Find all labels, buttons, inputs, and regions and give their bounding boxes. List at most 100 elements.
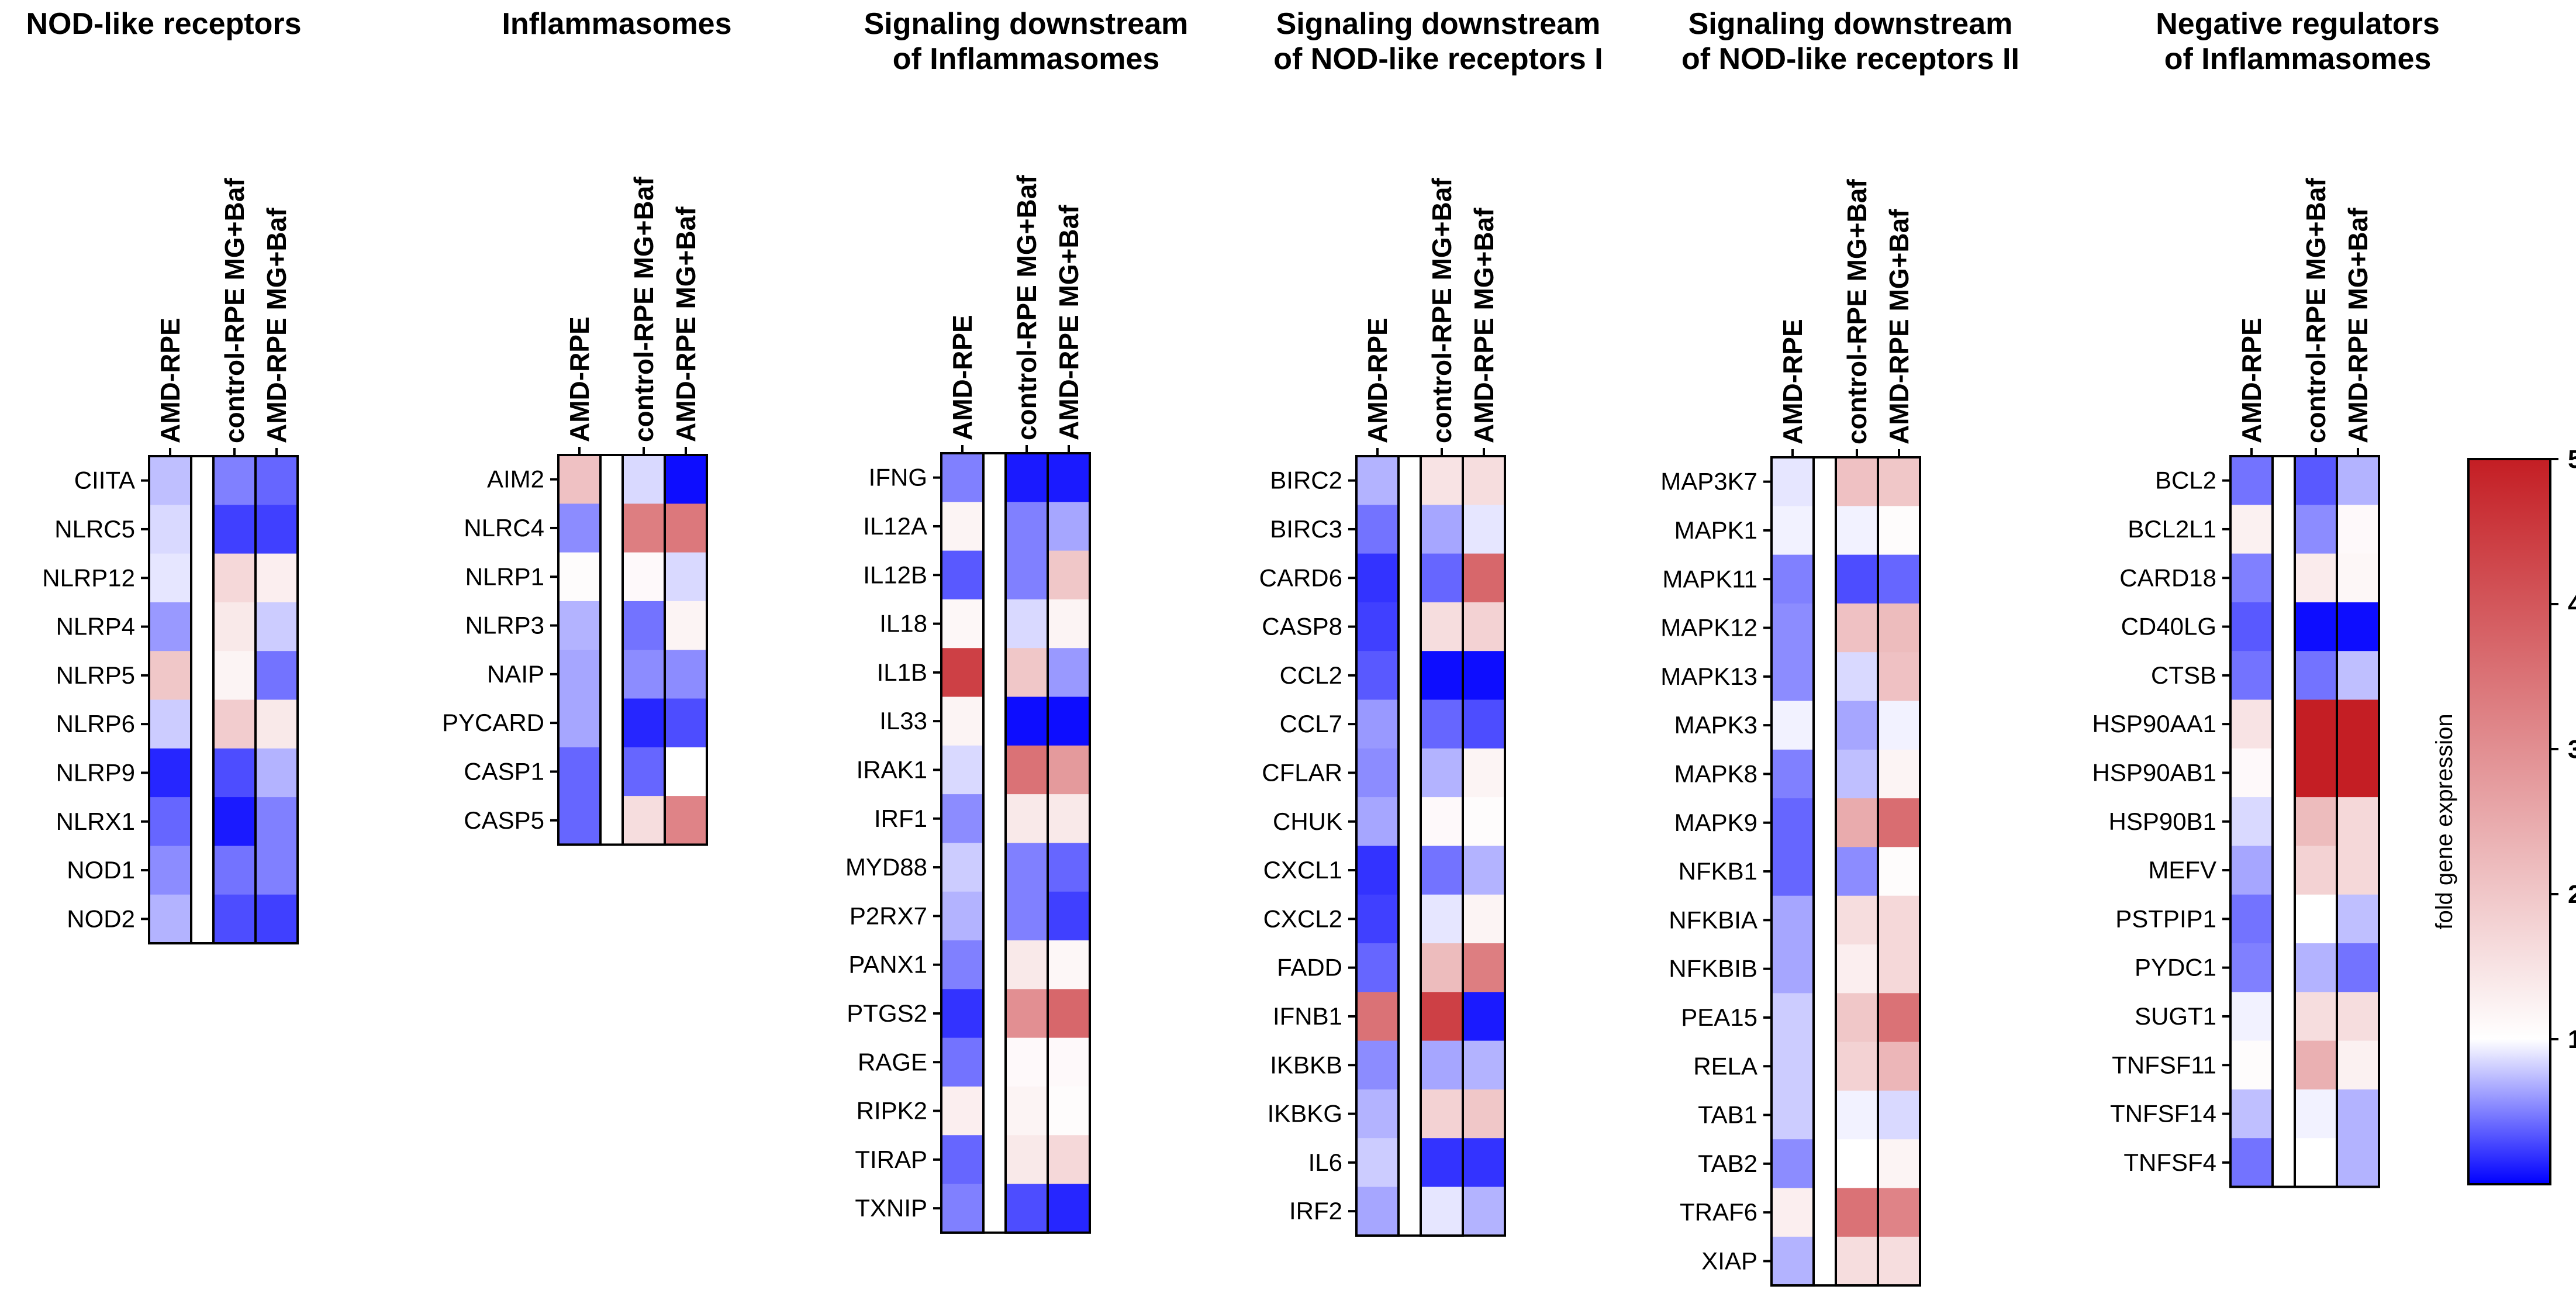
row-label-tnfsf4: TNFSF4 [2123,1149,2216,1176]
heatmap-cell-il1b-amd-rpe-mg-baf [1048,648,1090,698]
row-label-nlrp12: NLRP12 [42,564,135,591]
column-label-amd-rpe: AMD-RPE [947,315,978,440]
heatmap-cell-nfkbia-amd-rpe-mg-baf [1878,895,1921,945]
column-label-control-rpe-mg-baf: control-RPE MG+Baf [2301,178,2331,443]
heatmap-cell-birc3-control-rpe-mg-baf [1421,505,1463,554]
column-label-amd-rpe-mg-baf: AMD-RPE MG+Baf [1469,208,1499,443]
panel-title: Negative regulators [2156,7,2440,41]
heatmap-cell-irf2-amd-rpe-mg-baf [1463,1187,1505,1236]
heatmap-cell-bcl2-amd-rpe-mg-baf [2337,456,2380,505]
heatmap-cell-ifng-amd-rpe [941,453,984,502]
heatmap-cell-hsp90ab1-amd-rpe [2230,748,2273,798]
heatmap-cell-nlrp3-amd-rpe-mg-baf [665,601,707,650]
heatmap-cell-il33-amd-rpe [941,697,984,746]
heatmap-cell-ikbkb-amd-rpe-mg-baf [1463,1040,1505,1090]
row-label-nlrp5: NLRP5 [56,661,135,689]
column-label-control-rpe-mg-baf: control-RPE MG+Baf [219,178,250,443]
heatmap-cell-naip-amd-rpe [558,650,601,699]
heatmap-cell-nlrp1-amd-rpe-mg-baf [665,552,707,602]
row-label-mapk3: MAPK3 [1674,711,1757,739]
row-label-ikbkb: IKBKB [1270,1051,1342,1078]
colorbar-tick-label: 1 [2568,1025,2576,1054]
heatmap-cell-il1b-amd-rpe [941,648,984,698]
heatmap-cell-bcl2-amd-rpe [2230,456,2273,505]
heatmap-cell-nfkb1-control-rpe-mg-baf [1836,847,1879,897]
heatmap-cell-xiap-amd-rpe [1772,1236,1814,1286]
heatmap-cell-bcl2l1-amd-rpe [2230,505,2273,554]
heatmap-cell-mapk9-control-rpe-mg-baf [1836,798,1879,847]
heatmap-cell-traf6-amd-rpe [1772,1188,1814,1237]
row-label-hsp90ab1: HSP90AB1 [2092,758,2216,786]
heatmap-cell-bcl2-control-rpe-mg-baf [2295,456,2337,505]
row-label-mapk12: MAPK12 [1660,614,1757,642]
heatmap-cell-mefv-amd-rpe [2230,846,2273,895]
heatmap-cell-ikbkg-amd-rpe [1356,1089,1399,1139]
row-label-mapk11: MAPK11 [1662,565,1757,592]
heatmap-cell-aim2-amd-rpe-mg-baf [665,455,707,504]
heatmap-cell-sugt1-control-rpe-mg-baf [2295,992,2337,1042]
heatmap-cell-irak1-amd-rpe-mg-baf [1048,745,1090,795]
row-label-mapk13: MAPK13 [1660,663,1757,690]
row-label-nlrx1: NLRX1 [56,808,135,835]
heatmap-cell-ccl7-amd-rpe [1356,699,1399,749]
colorbar: 1 2 3 4 5 fold gene expression [2432,445,2576,1185]
heatmap-cell-tnfsf14-amd-rpe [2230,1089,2273,1139]
row-label-mapk1: MAPK1 [1674,516,1757,544]
heatmap-cell-casp5-amd-rpe [558,796,601,845]
heatmap-cell-myd88-amd-rpe-mg-baf [1048,843,1090,892]
heatmap-cell-ifnb1-amd-rpe-mg-baf [1463,992,1505,1042]
row-label-nlrp3: NLRP3 [465,612,544,639]
column-label-control-rpe-mg-baf: control-RPE MG+Baf [1427,178,1457,443]
row-label-p2rx7: P2RX7 [850,902,927,929]
heatmap-cell-aim2-control-rpe-mg-baf [623,455,665,504]
row-label-bcl2: BCL2 [2155,467,2216,494]
row-label-sugt1: SUGT1 [2135,1002,2216,1030]
heatmap-cell-hsp90b1-amd-rpe [2230,797,2273,846]
colorbar-tick-label: 5 [2568,445,2576,474]
heatmap-cell-irak1-control-rpe-mg-baf [1006,745,1048,795]
heatmap-cell-casp5-control-rpe-mg-baf [623,796,665,845]
heatmap-cell-ctsb-amd-rpe [2230,651,2273,701]
heatmap-cell-aim2-amd-rpe [558,455,601,504]
row-label-il18: IL18 [879,610,927,637]
heatmap-cell-irf2-amd-rpe [1356,1187,1399,1236]
row-label-mapk9: MAPK9 [1674,809,1757,836]
heatmap-cell-cxcl2-amd-rpe-mg-baf [1463,894,1505,944]
heatmap-cell-nlrp12-control-rpe-mg-baf [213,553,256,603]
heatmap-cell-rage-amd-rpe [941,1037,984,1087]
heatmap-cell-ikbkb-amd-rpe [1356,1040,1399,1090]
colorbar-tick-label: 4 [2568,590,2576,619]
panel-title: of Inflammasomes [2164,42,2432,76]
heatmap-cell-tnfsf14-control-rpe-mg-baf [2295,1089,2337,1139]
heatmap-cell-fadd-amd-rpe [1356,943,1399,992]
row-label-il6: IL6 [1308,1149,1342,1176]
row-label-pydc1: PYDC1 [2135,954,2216,981]
heatmap-cell-mapk12-amd-rpe-mg-baf [1878,603,1921,653]
heatmap-cell-nlrc4-amd-rpe-mg-baf [665,504,707,553]
heatmap-cell-cxcl1-amd-rpe-mg-baf [1463,846,1505,895]
heatmap-cell-cflar-amd-rpe-mg-baf [1463,748,1505,798]
heatmap-panel-inflammasomes: Inflammasomes AIM2 NLRC4 NLRP1 NLRP3 NAIP PYCA… [442,7,732,846]
heatmap-cell-pydc1-amd-rpe [2230,943,2273,992]
heatmap-cell-nlrx1-control-rpe-mg-baf [213,797,256,846]
heatmap-cell-nod1-amd-rpe-mg-baf [255,846,298,895]
heatmap-cell-pstpip1-amd-rpe-mg-baf [2337,894,2380,944]
heatmap-cell-ciita-control-rpe-mg-baf [213,456,256,505]
heatmap-cell-mapk11-amd-rpe-mg-baf [1878,554,1921,604]
heatmap-cell-nlrp6-amd-rpe [149,699,192,749]
heatmap-cell-cxcl2-control-rpe-mg-baf [1421,894,1463,944]
heatmap-cell-ctsb-control-rpe-mg-baf [2295,651,2337,701]
heatmap-cell-tnfsf4-control-rpe-mg-baf [2295,1138,2337,1188]
heatmap-cell-rage-control-rpe-mg-baf [1006,1037,1048,1087]
heatmap-cell-tab1-control-rpe-mg-baf [1836,1090,1879,1140]
heatmap-cell-nod2-amd-rpe-mg-baf [255,894,298,944]
heatmap-cell-p2rx7-control-rpe-mg-baf [1006,891,1048,941]
row-label-card6: CARD6 [1259,564,1342,591]
heatmap-cell-mapk9-amd-rpe [1772,798,1814,847]
heatmap-cell-il12a-control-rpe-mg-baf [1006,502,1048,551]
heatmap-cell-rela-amd-rpe-mg-baf [1878,1042,1921,1091]
heatmap-cell-hsp90aa1-control-rpe-mg-baf [2295,699,2337,749]
heatmap-cell-cd40lg-control-rpe-mg-baf [2295,602,2337,651]
heatmap-cell-il12a-amd-rpe-mg-baf [1048,502,1090,551]
